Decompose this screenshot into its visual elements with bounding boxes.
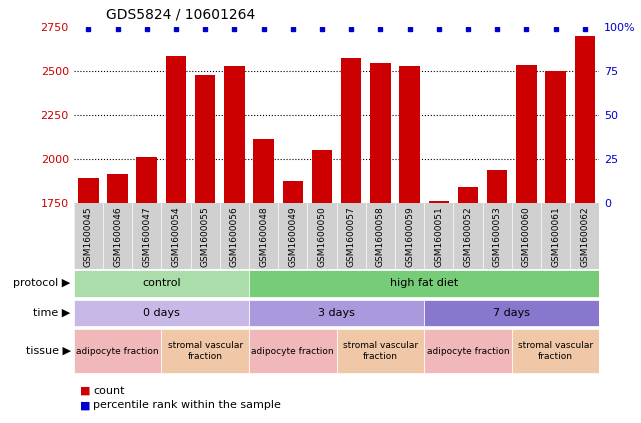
Bar xyxy=(283,181,303,203)
Text: GSM1600059: GSM1600059 xyxy=(405,206,414,267)
Text: GSM1600046: GSM1600046 xyxy=(113,206,122,267)
Text: adipocyte fraction: adipocyte fraction xyxy=(427,346,509,356)
FancyBboxPatch shape xyxy=(337,329,424,374)
Text: adipocyte fraction: adipocyte fraction xyxy=(76,346,159,356)
Bar xyxy=(224,66,245,203)
Bar xyxy=(458,187,478,203)
Bar xyxy=(341,58,362,203)
Text: stromal vascular
fraction: stromal vascular fraction xyxy=(343,341,418,361)
Text: control: control xyxy=(142,278,181,288)
Bar xyxy=(429,201,449,203)
FancyBboxPatch shape xyxy=(424,329,512,374)
Bar xyxy=(487,170,508,203)
Text: GSM1600057: GSM1600057 xyxy=(347,206,356,267)
Bar xyxy=(312,151,332,203)
FancyBboxPatch shape xyxy=(249,329,337,374)
FancyBboxPatch shape xyxy=(249,270,599,297)
Bar xyxy=(574,36,595,203)
Text: GSM1600047: GSM1600047 xyxy=(142,206,151,267)
FancyBboxPatch shape xyxy=(162,329,249,374)
Bar xyxy=(516,65,537,203)
Text: time ▶: time ▶ xyxy=(33,308,71,318)
Text: 7 days: 7 days xyxy=(493,308,530,318)
FancyBboxPatch shape xyxy=(249,299,424,327)
Text: GSM1600061: GSM1600061 xyxy=(551,206,560,267)
Text: GSM1600050: GSM1600050 xyxy=(317,206,326,267)
FancyBboxPatch shape xyxy=(74,270,249,297)
Bar xyxy=(370,63,390,203)
Text: percentile rank within the sample: percentile rank within the sample xyxy=(93,400,281,410)
Bar xyxy=(165,55,186,203)
FancyBboxPatch shape xyxy=(424,299,599,327)
Text: stromal vascular
fraction: stromal vascular fraction xyxy=(518,341,593,361)
Text: GSM1600062: GSM1600062 xyxy=(580,206,589,267)
Text: tissue ▶: tissue ▶ xyxy=(26,346,71,356)
Bar xyxy=(107,174,128,203)
FancyBboxPatch shape xyxy=(74,299,249,327)
Text: high fat diet: high fat diet xyxy=(390,278,458,288)
Text: GSM1600049: GSM1600049 xyxy=(288,206,297,267)
Text: 3 days: 3 days xyxy=(318,308,355,318)
Text: GSM1600053: GSM1600053 xyxy=(493,206,502,267)
Bar xyxy=(545,71,566,203)
Text: 0 days: 0 days xyxy=(143,308,179,318)
Text: GSM1600055: GSM1600055 xyxy=(201,206,210,267)
Text: GSM1600060: GSM1600060 xyxy=(522,206,531,267)
Text: GSM1600052: GSM1600052 xyxy=(463,206,472,267)
Text: GSM1600048: GSM1600048 xyxy=(259,206,268,267)
Text: GSM1600056: GSM1600056 xyxy=(230,206,239,267)
Text: GSM1600058: GSM1600058 xyxy=(376,206,385,267)
Text: GSM1600045: GSM1600045 xyxy=(84,206,93,267)
Bar xyxy=(399,66,420,203)
FancyBboxPatch shape xyxy=(512,329,599,374)
FancyBboxPatch shape xyxy=(74,329,162,374)
Text: ■: ■ xyxy=(80,385,90,396)
Bar xyxy=(195,75,215,203)
Text: ■: ■ xyxy=(80,400,90,410)
Text: stromal vascular
fraction: stromal vascular fraction xyxy=(167,341,243,361)
Text: GSM1600051: GSM1600051 xyxy=(434,206,443,267)
Bar xyxy=(137,157,157,203)
Text: adipocyte fraction: adipocyte fraction xyxy=(251,346,334,356)
Bar xyxy=(78,178,99,203)
Text: GSM1600054: GSM1600054 xyxy=(171,206,180,267)
Text: protocol ▶: protocol ▶ xyxy=(13,278,71,288)
Text: count: count xyxy=(93,385,124,396)
Text: GDS5824 / 10601264: GDS5824 / 10601264 xyxy=(106,7,255,21)
Bar xyxy=(253,139,274,203)
